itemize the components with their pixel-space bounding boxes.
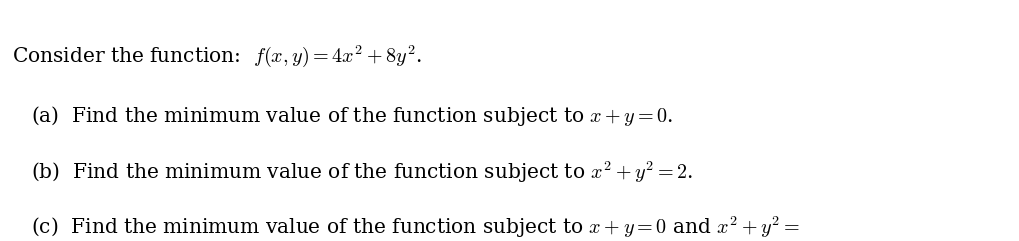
Text: Consider the function:  $f(x, y) = 4x^2 + 8y^2$.: Consider the function: $f(x, y) = 4x^2 +… [12, 43, 422, 69]
Text: (a)  Find the minimum value of the function subject to $x + y = 0$.: (a) Find the minimum value of the functi… [31, 104, 673, 128]
Text: (b)  Find the minimum value of the function subject to $x^2 + y^2 = 2$.: (b) Find the minimum value of the functi… [31, 159, 693, 185]
Text: (c)  Find the minimum value of the function subject to $x+y = 0$ and $x^2+y^2 =$: (c) Find the minimum value of the functi… [31, 214, 799, 240]
